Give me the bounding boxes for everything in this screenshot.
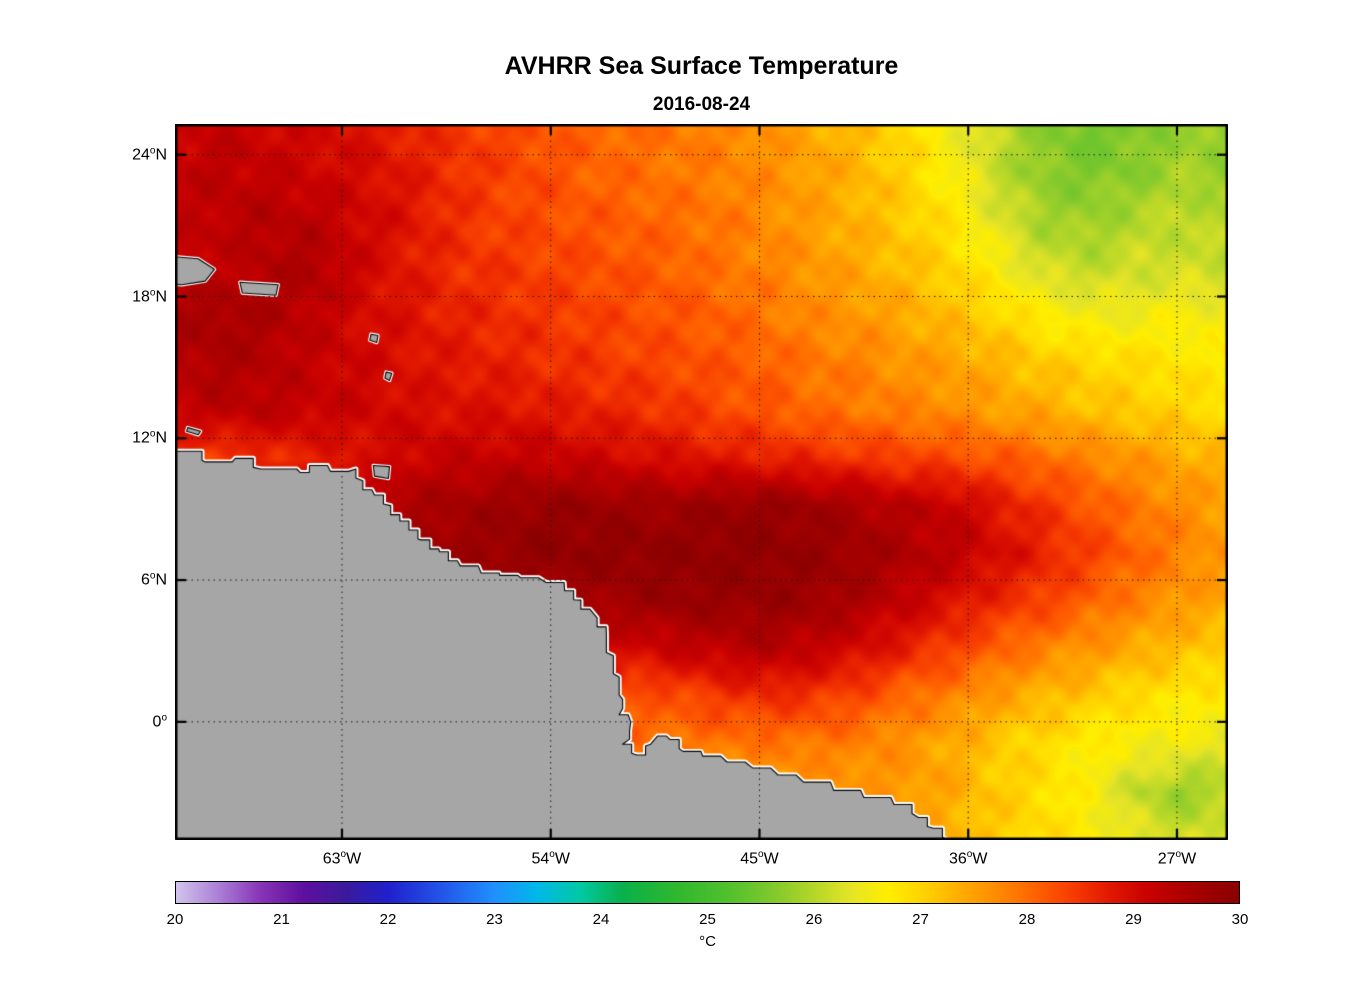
y-tick-label: 24oN [132, 145, 167, 164]
x-tick-label: 45oW [740, 849, 779, 868]
colorbar-unit-label: °C [699, 933, 716, 950]
colorbar-tick-label: 22 [379, 911, 397, 928]
sst-map-canvas [175, 124, 1228, 840]
x-tick-label: 54oW [531, 849, 570, 868]
colorbar-tick-label: 21 [273, 911, 290, 928]
x-tick-label: 63oW [322, 849, 362, 868]
x-tick-label: 27oW [1157, 849, 1197, 868]
colorbar [175, 881, 1240, 904]
colorbar-tick-label: 24 [592, 911, 610, 928]
colorbar-tick-label: 29 [1125, 911, 1142, 928]
colorbar-tick-label: 25 [699, 911, 716, 928]
y-tick-label: 12oN [132, 428, 167, 447]
colorbar-tick-label: 23 [486, 911, 503, 928]
colorbar-tick-label: 30 [1231, 911, 1249, 928]
colorbar-tick-label: 27 [912, 911, 929, 928]
y-tick-label: 0o [152, 712, 167, 731]
y-tick-label: 18oN [132, 286, 167, 306]
colorbar-tick-label: 20 [166, 911, 184, 928]
x-tick-label: 36oW [948, 849, 988, 868]
chart-date: 2016-08-24 [652, 94, 751, 115]
colorbar-tick-label: 26 [805, 911, 823, 928]
colorbar-tick-label: 28 [1018, 911, 1036, 928]
chart-title: AVHRR Sea Surface Temperature [504, 52, 899, 80]
y-tick-label: 6oN [140, 570, 167, 589]
